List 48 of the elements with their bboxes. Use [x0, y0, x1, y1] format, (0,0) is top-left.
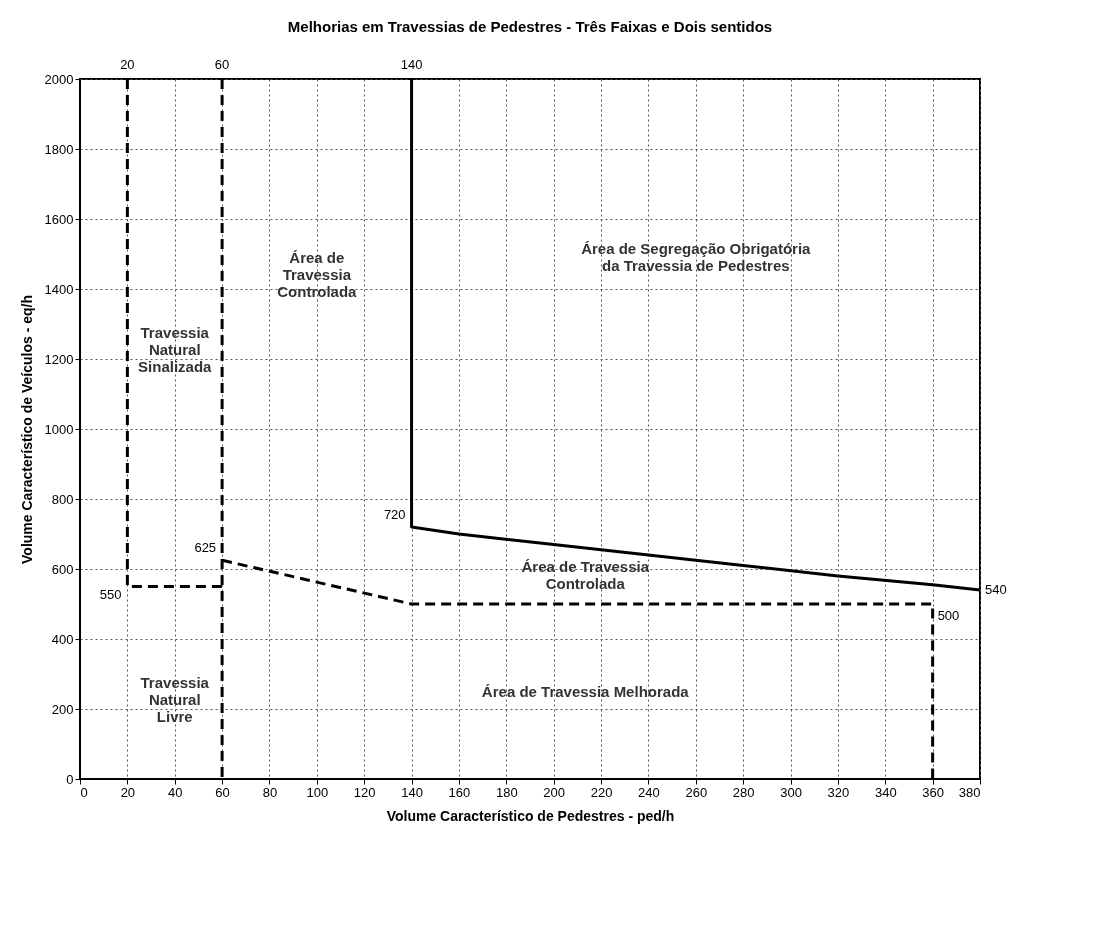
- x-tick-label: 360: [922, 784, 944, 800]
- x-tick-label: 280: [732, 784, 755, 800]
- annotation: Área de Travessia Melhorada: [481, 682, 690, 700]
- x-tick-label: 140: [401, 784, 423, 800]
- x-tick-label: 340: [874, 784, 897, 800]
- x-tick-label: 380: [958, 784, 981, 800]
- y-tick-label: 2000: [44, 71, 74, 87]
- y-tick-label: 800: [51, 491, 74, 507]
- y-tick-label: 1000: [44, 421, 74, 437]
- annotation: Área de Travessia Controlada: [277, 249, 358, 301]
- x-tick-label: 300: [780, 784, 802, 800]
- annotation: 550: [99, 586, 122, 602]
- annotation: 720: [383, 507, 406, 522]
- x-tick-label: 0: [80, 784, 88, 800]
- annotation: Travessia Natural Sinalizada: [138, 323, 213, 375]
- x-tick-label: 160: [448, 784, 471, 800]
- annotation: 500: [937, 608, 960, 623]
- x-tick-label: 320: [827, 784, 850, 800]
- y-tick-label: 400: [51, 631, 74, 647]
- x-tick-label: 100: [306, 784, 329, 800]
- x-tick-label: 120: [353, 784, 376, 800]
- annotation: 625: [194, 540, 217, 556]
- chart-title: Melhorias em Travessias de Pedestres - Três Faixas e Dois sentidos: [287, 18, 773, 35]
- x-tick-label: 60: [215, 784, 230, 800]
- x-tick-label: 40: [168, 784, 183, 800]
- annotation: 60: [214, 57, 230, 72]
- x-tick-label: 80: [262, 784, 278, 800]
- annotation: Área de Travessia Controlada: [521, 558, 650, 593]
- x-axis-title: Volume Característico de Pedestres - ped/h: [386, 807, 675, 824]
- y-tick-label: 0: [66, 771, 74, 787]
- y-tick-label: 200: [51, 701, 74, 717]
- y-axis-title: Volume Característico de Veículos - eq/h: [18, 295, 35, 564]
- x-tick-label: 180: [495, 784, 518, 800]
- annotation: Travessia Natural Livre: [140, 673, 210, 725]
- y-tick-label: 1200: [44, 351, 74, 367]
- x-tick-label: 240: [638, 784, 660, 800]
- y-tick-label: 1600: [44, 211, 74, 227]
- x-tick-label: 200: [543, 784, 566, 800]
- x-tick-label: 20: [120, 784, 136, 800]
- annotation: 540: [985, 582, 1007, 597]
- annotation: Área de Segregação Obrigatória da Travessia de Pedestres: [581, 240, 812, 275]
- annotation: 20: [120, 57, 135, 72]
- x-tick-label: 260: [685, 784, 708, 800]
- y-tick-label: 1400: [44, 281, 74, 297]
- y-tick-label: 600: [51, 561, 74, 577]
- annotation: 140: [400, 57, 423, 72]
- x-tick-label: 220: [590, 784, 613, 800]
- y-tick-label: 1800: [44, 141, 74, 157]
